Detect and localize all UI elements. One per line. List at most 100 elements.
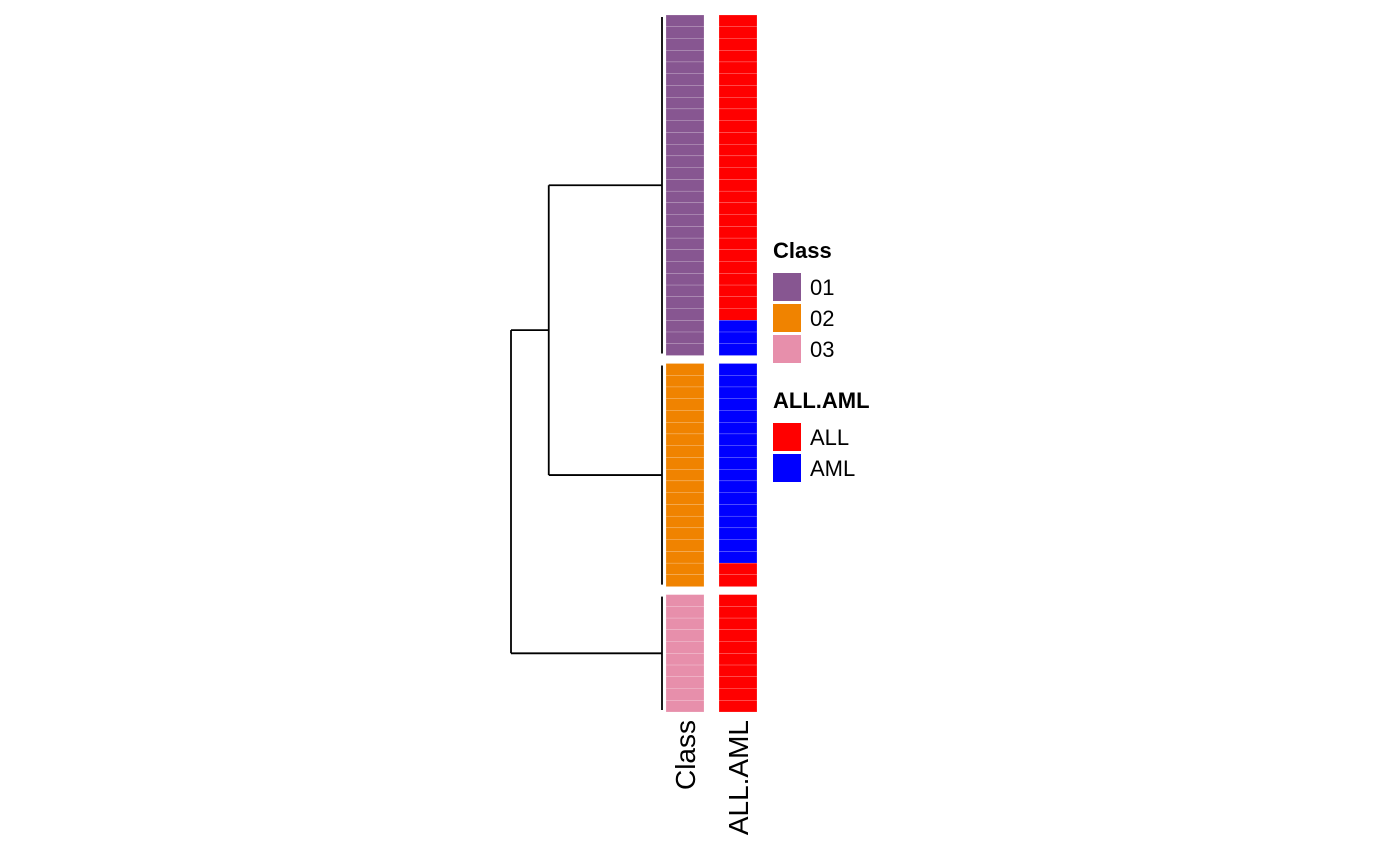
cell-class — [665, 237, 705, 250]
cell-all-aml — [718, 551, 758, 564]
cell-class — [665, 26, 705, 39]
cell-all-aml — [718, 50, 758, 63]
cell-class — [665, 551, 705, 564]
cell-all-aml — [718, 261, 758, 274]
legend-swatch — [773, 273, 801, 301]
cell-all-aml — [718, 331, 758, 344]
dendrogram — [510, 17, 663, 710]
cell-class — [665, 14, 705, 27]
cell-all-aml — [718, 504, 758, 517]
cell-all-aml — [718, 676, 758, 689]
cell-all-aml — [718, 296, 758, 309]
cell-class — [665, 343, 705, 356]
cell-all-aml — [718, 594, 758, 607]
column-label-class: Class — [670, 720, 701, 790]
cell-all-aml — [718, 214, 758, 227]
cell-class — [665, 226, 705, 239]
cell-all-aml — [718, 700, 758, 713]
cell-all-aml — [718, 641, 758, 654]
cell-class — [665, 61, 705, 74]
cell-all-aml — [718, 73, 758, 86]
cell-all-aml — [718, 606, 758, 619]
cell-all-aml — [718, 492, 758, 505]
cell-class — [665, 97, 705, 110]
cell-class — [665, 629, 705, 642]
cell-class — [665, 73, 705, 86]
legend-entry-label: ALL — [810, 425, 849, 450]
cell-all-aml — [718, 574, 758, 587]
cell-all-aml — [718, 433, 758, 446]
legend-class: Class 01 02 03 — [773, 238, 834, 363]
cell-class — [665, 190, 705, 204]
cell-all-aml — [718, 167, 758, 180]
legend-entry-label: AML — [810, 456, 855, 481]
cell-class — [665, 410, 705, 423]
cell-all-aml — [718, 363, 758, 376]
cell-class — [665, 284, 705, 297]
cell-class — [665, 688, 705, 701]
cell-all-aml — [718, 664, 758, 677]
cell-class — [665, 469, 705, 482]
cell-all-aml — [718, 469, 758, 482]
cell-class — [665, 492, 705, 505]
cell-class — [665, 144, 705, 157]
cell-class — [665, 155, 705, 168]
legend-swatch — [773, 335, 801, 363]
cell-all-aml — [718, 179, 758, 192]
cell-all-aml — [718, 155, 758, 168]
cell-class — [665, 331, 705, 344]
cell-class — [665, 653, 705, 666]
cell-class — [665, 296, 705, 309]
cell-class — [665, 527, 705, 540]
cell-all-aml — [718, 237, 758, 250]
cell-all-aml — [718, 515, 758, 529]
cell-all-aml — [718, 527, 758, 540]
cell-class — [665, 562, 705, 575]
cell-class — [665, 386, 705, 399]
row-group-03 — [665, 594, 758, 713]
cell-class — [665, 214, 705, 227]
heatmap-cells — [665, 14, 758, 713]
cell-class — [665, 375, 705, 388]
cell-all-aml — [718, 688, 758, 701]
cell-all-aml — [718, 226, 758, 239]
row-group-01 — [665, 14, 758, 356]
cell-all-aml — [718, 38, 758, 51]
cell-all-aml — [718, 562, 758, 575]
cell-class — [665, 574, 705, 587]
cell-all-aml — [718, 249, 758, 262]
cell-class — [665, 606, 705, 619]
cell-all-aml — [718, 410, 758, 423]
cell-class — [665, 249, 705, 262]
cell-class — [665, 641, 705, 654]
cell-class — [665, 480, 705, 493]
legend-title: Class — [773, 238, 832, 263]
cell-class — [665, 515, 705, 529]
cell-class — [665, 38, 705, 51]
cell-all-aml — [718, 144, 758, 157]
cell-all-aml — [718, 320, 758, 333]
cell-class — [665, 120, 705, 133]
cell-class — [665, 179, 705, 192]
cell-class — [665, 504, 705, 517]
cell-class — [665, 273, 705, 286]
cell-class — [665, 167, 705, 180]
cell-class — [665, 700, 705, 713]
legend-swatch — [773, 454, 801, 482]
legend-all-aml: ALL.AML ALL AML — [773, 388, 870, 482]
cell-class — [665, 320, 705, 333]
column-label-all-aml: ALL.AML — [723, 720, 754, 835]
cell-class — [665, 445, 705, 458]
legend-entry-label: 03 — [810, 337, 834, 362]
cell-all-aml — [718, 617, 758, 630]
cell-class — [665, 85, 705, 98]
cell-all-aml — [718, 445, 758, 458]
cell-class — [665, 422, 705, 435]
cell-all-aml — [718, 629, 758, 642]
cell-all-aml — [718, 398, 758, 411]
cell-class — [665, 108, 705, 121]
cell-all-aml — [718, 273, 758, 286]
legend-swatch — [773, 304, 801, 332]
cell-class — [665, 539, 705, 552]
